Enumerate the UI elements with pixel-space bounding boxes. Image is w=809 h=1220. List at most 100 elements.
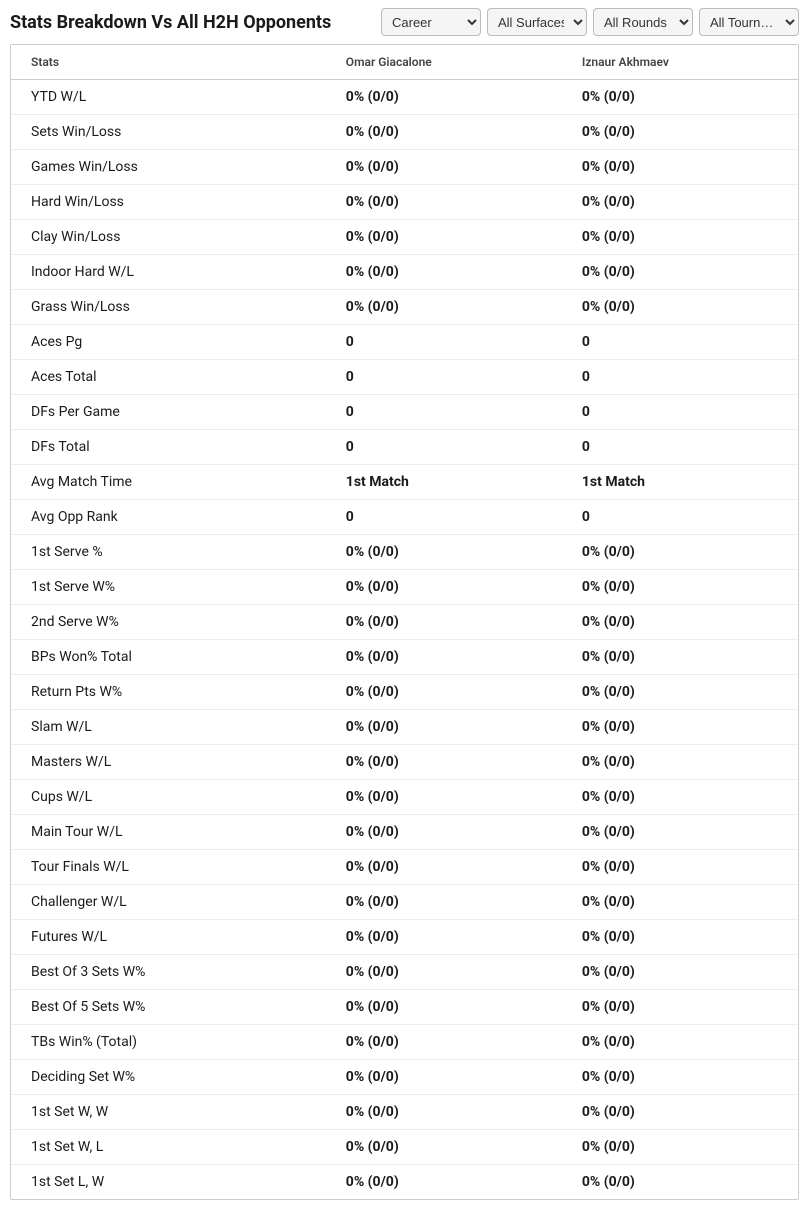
table-row: Main Tour W/L0% (0/0)0% (0/0) bbox=[11, 815, 798, 850]
stat-label: BPs Won% Total bbox=[11, 640, 326, 675]
stat-value-player1: 0% (0/0) bbox=[326, 1060, 562, 1095]
stats-table: Stats Omar Giacalone Iznaur Akhmaev YTD … bbox=[11, 45, 798, 1199]
stat-value-player2: 0% (0/0) bbox=[562, 990, 798, 1025]
stat-value-player1: 0% (0/0) bbox=[326, 115, 562, 150]
table-row: Hard Win/Loss0% (0/0)0% (0/0) bbox=[11, 185, 798, 220]
table-row: YTD W/L0% (0/0)0% (0/0) bbox=[11, 80, 798, 115]
table-row: Return Pts W%0% (0/0)0% (0/0) bbox=[11, 675, 798, 710]
table-row: Futures W/L0% (0/0)0% (0/0) bbox=[11, 920, 798, 955]
table-row: Clay Win/Loss0% (0/0)0% (0/0) bbox=[11, 220, 798, 255]
tournaments-select[interactable]: All Tourn… bbox=[699, 8, 799, 36]
surfaces-select[interactable]: All Surfaces bbox=[487, 8, 587, 36]
table-row: Best Of 3 Sets W%0% (0/0)0% (0/0) bbox=[11, 955, 798, 990]
stat-value-player1: 0% (0/0) bbox=[326, 220, 562, 255]
stat-value-player2: 0% (0/0) bbox=[562, 1165, 798, 1200]
stat-value-player2: 0% (0/0) bbox=[562, 640, 798, 675]
table-row: 2nd Serve W%0% (0/0)0% (0/0) bbox=[11, 605, 798, 640]
stat-label: 1st Set L, W bbox=[11, 1165, 326, 1200]
stat-value-player2: 0% (0/0) bbox=[562, 1095, 798, 1130]
stat-value-player2: 0% (0/0) bbox=[562, 290, 798, 325]
stat-value-player2: 0% (0/0) bbox=[562, 1060, 798, 1095]
stat-value-player2: 0% (0/0) bbox=[562, 955, 798, 990]
stat-value-player1: 0% (0/0) bbox=[326, 605, 562, 640]
stat-label: Avg Opp Rank bbox=[11, 500, 326, 535]
table-row: Cups W/L0% (0/0)0% (0/0) bbox=[11, 780, 798, 815]
stat-value-player2: 0% (0/0) bbox=[562, 1025, 798, 1060]
stat-value-player1: 0% (0/0) bbox=[326, 1025, 562, 1060]
stat-label: DFs Per Game bbox=[11, 395, 326, 430]
stat-value-player2: 1st Match bbox=[562, 465, 798, 500]
stat-value-player1: 0% (0/0) bbox=[326, 1130, 562, 1165]
stat-label: YTD W/L bbox=[11, 80, 326, 115]
page-title: Stats Breakdown Vs All H2H Opponents bbox=[10, 12, 373, 33]
stat-value-player1: 0% (0/0) bbox=[326, 710, 562, 745]
stat-value-player2: 0 bbox=[562, 325, 798, 360]
table-row: Slam W/L0% (0/0)0% (0/0) bbox=[11, 710, 798, 745]
table-header-row: Stats Omar Giacalone Iznaur Akhmaev bbox=[11, 45, 798, 80]
stat-label: Indoor Hard W/L bbox=[11, 255, 326, 290]
stat-value-player1: 0% (0/0) bbox=[326, 745, 562, 780]
stat-value-player2: 0% (0/0) bbox=[562, 150, 798, 185]
table-row: DFs Per Game00 bbox=[11, 395, 798, 430]
stat-value-player2: 0 bbox=[562, 430, 798, 465]
stats-table-container: Stats Omar Giacalone Iznaur Akhmaev YTD … bbox=[10, 44, 799, 1200]
stat-label: 1st Serve W% bbox=[11, 570, 326, 605]
stat-value-player2: 0 bbox=[562, 500, 798, 535]
stat-value-player1: 0 bbox=[326, 430, 562, 465]
stat-value-player1: 0% (0/0) bbox=[326, 990, 562, 1025]
stat-label: Slam W/L bbox=[11, 710, 326, 745]
stat-value-player2: 0% (0/0) bbox=[562, 605, 798, 640]
stat-value-player2: 0% (0/0) bbox=[562, 745, 798, 780]
stat-label: 1st Serve % bbox=[11, 535, 326, 570]
stat-label: Main Tour W/L bbox=[11, 815, 326, 850]
stat-value-player2: 0% (0/0) bbox=[562, 920, 798, 955]
stat-label: 1st Set W, W bbox=[11, 1095, 326, 1130]
stat-value-player1: 0% (0/0) bbox=[326, 640, 562, 675]
stat-label: 1st Set W, L bbox=[11, 1130, 326, 1165]
stat-value-player2: 0% (0/0) bbox=[562, 255, 798, 290]
stat-value-player1: 0% (0/0) bbox=[326, 815, 562, 850]
stat-label: Return Pts W% bbox=[11, 675, 326, 710]
table-row: Challenger W/L0% (0/0)0% (0/0) bbox=[11, 885, 798, 920]
table-row: 1st Serve %0% (0/0)0% (0/0) bbox=[11, 535, 798, 570]
stat-value-player2: 0% (0/0) bbox=[562, 815, 798, 850]
rounds-select[interactable]: All Rounds bbox=[593, 8, 693, 36]
stat-value-player1: 0% (0/0) bbox=[326, 150, 562, 185]
header-player1: Omar Giacalone bbox=[326, 45, 562, 80]
stat-label: Games Win/Loss bbox=[11, 150, 326, 185]
career-select[interactable]: Career bbox=[381, 8, 481, 36]
stat-label: TBs Win% (Total) bbox=[11, 1025, 326, 1060]
table-row: 1st Set W, W0% (0/0)0% (0/0) bbox=[11, 1095, 798, 1130]
stat-value-player1: 0% (0/0) bbox=[326, 675, 562, 710]
stat-value-player1: 0% (0/0) bbox=[326, 570, 562, 605]
stat-label: Challenger W/L bbox=[11, 885, 326, 920]
stat-value-player2: 0% (0/0) bbox=[562, 780, 798, 815]
table-row: Aces Total00 bbox=[11, 360, 798, 395]
stat-label: Deciding Set W% bbox=[11, 1060, 326, 1095]
stat-value-player2: 0% (0/0) bbox=[562, 185, 798, 220]
stat-label: Best Of 5 Sets W% bbox=[11, 990, 326, 1025]
stat-value-player1: 0% (0/0) bbox=[326, 185, 562, 220]
stat-value-player1: 0% (0/0) bbox=[326, 920, 562, 955]
stat-value-player2: 0% (0/0) bbox=[562, 885, 798, 920]
stat-label: Futures W/L bbox=[11, 920, 326, 955]
filter-selects: Career All Surfaces All Rounds All Tourn… bbox=[381, 8, 799, 36]
table-row: Deciding Set W%0% (0/0)0% (0/0) bbox=[11, 1060, 798, 1095]
header-stats: Stats bbox=[11, 45, 326, 80]
stat-value-player2: 0% (0/0) bbox=[562, 850, 798, 885]
stat-label: 2nd Serve W% bbox=[11, 605, 326, 640]
stat-value-player1: 0% (0/0) bbox=[326, 1095, 562, 1130]
stat-value-player2: 0% (0/0) bbox=[562, 535, 798, 570]
stat-label: Cups W/L bbox=[11, 780, 326, 815]
stat-label: Aces Total bbox=[11, 360, 326, 395]
table-row: Tour Finals W/L0% (0/0)0% (0/0) bbox=[11, 850, 798, 885]
stat-value-player1: 0 bbox=[326, 395, 562, 430]
table-row: TBs Win% (Total)0% (0/0)0% (0/0) bbox=[11, 1025, 798, 1060]
stat-label: Avg Match Time bbox=[11, 465, 326, 500]
stat-value-player1: 0% (0/0) bbox=[326, 955, 562, 990]
stat-value-player2: 0% (0/0) bbox=[562, 220, 798, 255]
table-row: Sets Win/Loss0% (0/0)0% (0/0) bbox=[11, 115, 798, 150]
stat-value-player2: 0 bbox=[562, 360, 798, 395]
table-row: Avg Match Time1st Match1st Match bbox=[11, 465, 798, 500]
stat-value-player1: 0% (0/0) bbox=[326, 885, 562, 920]
